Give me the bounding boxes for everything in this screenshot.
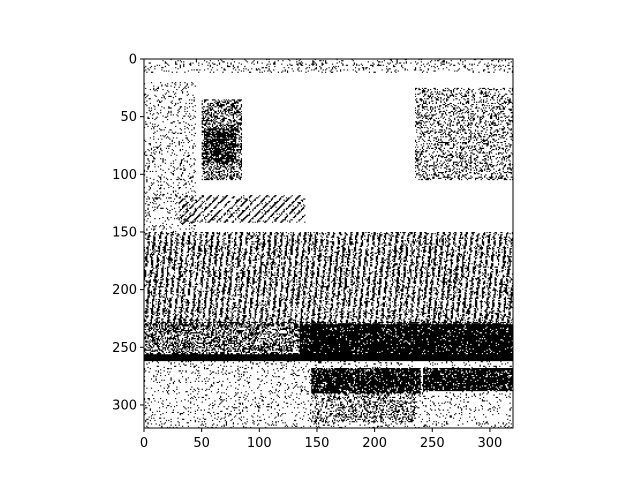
x-tick-label: 200 (362, 436, 387, 451)
binary-image (144, 59, 513, 428)
y-tick-label: 300 (112, 398, 137, 413)
y-tick-label: 100 (112, 168, 137, 183)
y-tick-label: 250 (112, 341, 137, 356)
y-tick-label: 0 (129, 53, 137, 68)
x-tick-label: 150 (305, 436, 330, 451)
x-tick-label: 250 (420, 436, 445, 451)
y-tick-label: 200 (112, 283, 137, 298)
x-axis: 0 50 100 150 200 250 300 (140, 428, 502, 451)
y-axis: 0 50 100 150 200 250 300 (112, 53, 144, 413)
x-tick-label: 300 (478, 436, 503, 451)
y-tick-label: 150 (112, 225, 137, 240)
x-tick-label: 0 (140, 436, 148, 451)
axes-frame (143, 58, 514, 429)
image-pixels (144, 59, 513, 428)
x-tick-label: 100 (247, 436, 272, 451)
x-tick-label: 50 (193, 436, 210, 451)
y-tick-label: 50 (120, 110, 137, 125)
